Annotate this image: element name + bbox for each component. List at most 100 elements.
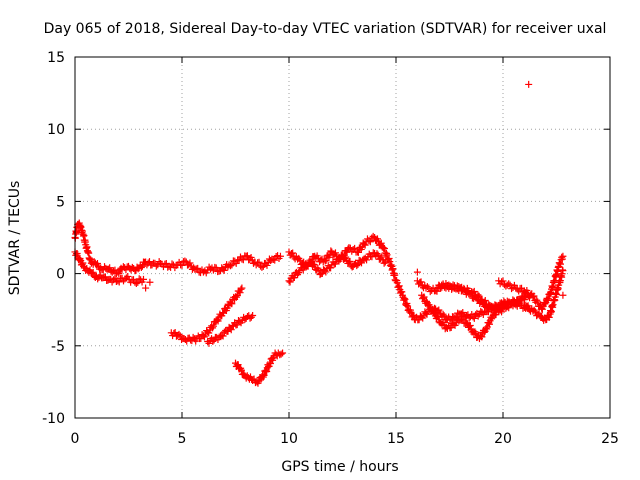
- data-point: [331, 249, 339, 257]
- data-marks: [71, 80, 567, 387]
- data-point: [525, 80, 533, 88]
- y-tick-label: 15: [47, 50, 65, 66]
- data-point: [327, 247, 335, 255]
- data-point: [366, 238, 374, 246]
- data-point: [559, 291, 567, 299]
- data-point: [321, 257, 329, 265]
- data-point: [258, 263, 266, 271]
- data-point: [322, 268, 330, 276]
- data-point: [423, 310, 431, 318]
- data-point: [342, 253, 350, 261]
- data-point: [556, 260, 564, 268]
- data-point: [398, 288, 406, 296]
- data-point: [363, 256, 371, 264]
- data-point: [385, 255, 393, 263]
- data-point: [137, 263, 145, 271]
- data-point: [75, 255, 83, 263]
- data-point: [470, 287, 478, 295]
- data-point: [459, 309, 467, 317]
- data-point: [227, 262, 235, 270]
- x-tick-label: 10: [280, 431, 298, 447]
- y-tick-label: 0: [56, 267, 65, 283]
- data-point: [533, 296, 541, 304]
- data-point: [139, 275, 147, 283]
- x-tick-label: 0: [71, 431, 80, 447]
- data-point: [238, 284, 246, 292]
- data-point: [545, 313, 553, 321]
- data-point: [255, 258, 263, 266]
- data-point: [237, 366, 245, 374]
- data-point: [380, 259, 388, 267]
- data-point: [401, 295, 409, 303]
- data-point: [94, 275, 102, 283]
- data-point: [559, 252, 567, 260]
- data-point: [505, 304, 513, 312]
- data-point: [406, 306, 414, 314]
- y-tick-label: -10: [42, 411, 65, 427]
- data-point: [209, 337, 217, 345]
- data-point: [259, 373, 267, 381]
- data-point: [382, 249, 390, 257]
- x-tick-label: 20: [494, 431, 512, 447]
- data-point: [343, 248, 351, 256]
- data-point: [420, 293, 428, 301]
- data-point: [471, 328, 479, 336]
- data-point: [234, 361, 242, 369]
- data-point: [331, 260, 339, 268]
- data-point: [276, 252, 284, 260]
- data-point: [115, 269, 123, 277]
- data-point: [377, 239, 385, 247]
- data-point: [236, 365, 244, 373]
- data-point: [439, 280, 447, 288]
- data-point: [181, 257, 189, 265]
- data-point: [380, 244, 388, 252]
- data-point: [538, 305, 546, 313]
- data-point: [369, 232, 377, 240]
- data-point: [524, 302, 532, 310]
- data-point: [79, 259, 87, 267]
- data-point: [445, 281, 453, 289]
- data-point: [237, 285, 245, 293]
- data-point: [530, 292, 538, 300]
- data-point: [354, 260, 362, 268]
- data-point: [219, 332, 227, 340]
- data-point: [142, 284, 150, 292]
- data-point: [395, 282, 403, 290]
- data-point: [279, 349, 287, 357]
- data-point: [89, 268, 97, 276]
- plot-frame: [74, 56, 611, 419]
- data-point: [138, 262, 146, 270]
- data-point: [263, 368, 271, 376]
- x-axis-label: GPS time / hours: [281, 459, 398, 475]
- chart-title: Day 065 of 2018, Sidereal Day-to-day VTE…: [44, 21, 607, 37]
- data-point: [374, 251, 382, 259]
- data-point: [168, 260, 176, 268]
- y-tick-label: -5: [51, 339, 65, 355]
- data-point: [544, 296, 552, 304]
- data-point: [234, 257, 242, 265]
- data-point: [205, 339, 213, 347]
- data-point: [337, 251, 345, 259]
- axis-ticks: 0 5 10 15 20 25 -10 -5 0 5 10 15: [42, 50, 619, 447]
- data-point: [260, 371, 268, 379]
- data-point: [400, 296, 408, 304]
- data-point: [459, 315, 467, 323]
- data-point: [498, 308, 506, 316]
- data-point: [175, 330, 183, 338]
- data-point: [353, 262, 361, 270]
- data-point: [383, 251, 391, 259]
- data-point: [115, 278, 123, 286]
- data-point: [189, 333, 197, 341]
- data-point: [286, 278, 294, 286]
- data-point: [214, 317, 222, 325]
- grid-layer: [75, 57, 610, 418]
- y-tick-label: 10: [47, 122, 65, 138]
- x-tick-label: 25: [601, 431, 619, 447]
- data-point: [132, 280, 140, 288]
- data-point: [373, 250, 381, 258]
- data-point: [417, 278, 425, 286]
- data-point: [205, 329, 213, 337]
- data-point: [400, 294, 408, 302]
- data-point: [93, 259, 101, 267]
